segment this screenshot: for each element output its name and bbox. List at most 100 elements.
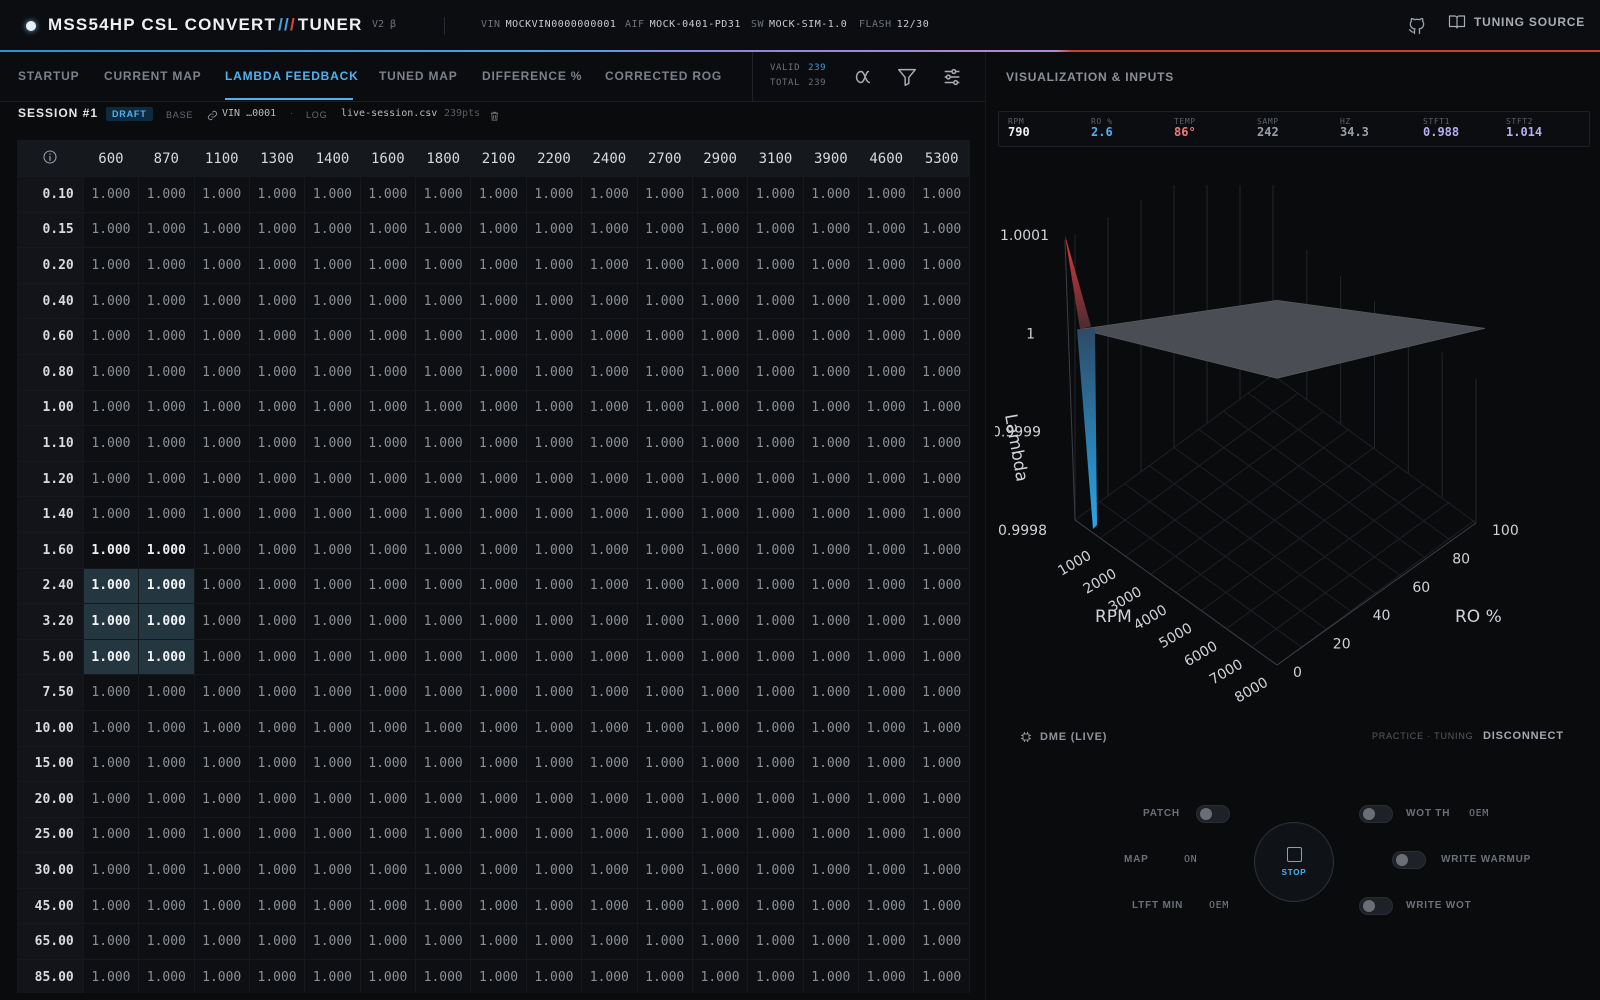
table-cell[interactable]: 1.000 bbox=[359, 282, 417, 320]
tab-corrected-rog[interactable]: CORRECTED ROG bbox=[605, 69, 723, 83]
table-cell[interactable]: 1.000 bbox=[415, 389, 472, 427]
table-cell[interactable]: 1.000 bbox=[581, 353, 638, 391]
table-cell[interactable]: 1.000 bbox=[691, 567, 749, 605]
table-cell[interactable]: 1.000 bbox=[470, 389, 527, 427]
table-cell[interactable]: 1.000 bbox=[747, 816, 804, 854]
table-cell[interactable]: 1.000 bbox=[415, 709, 472, 747]
table-cell[interactable]: 1.000 bbox=[747, 887, 804, 925]
table-cell[interactable]: 1.000 bbox=[248, 389, 306, 427]
table-cell[interactable]: 1.000 bbox=[858, 496, 915, 533]
sliders-icon[interactable] bbox=[941, 66, 963, 88]
table-cell[interactable]: 1.000 bbox=[581, 247, 638, 284]
table-cell[interactable]: 1.000 bbox=[82, 638, 140, 676]
table-cell[interactable]: 1.000 bbox=[248, 816, 306, 854]
table-cell[interactable]: 1.000 bbox=[359, 176, 417, 213]
table-cell[interactable]: 1.000 bbox=[248, 460, 306, 498]
tab-startup[interactable]: STARTUP bbox=[18, 69, 80, 83]
table-cell[interactable]: 1.000 bbox=[359, 709, 417, 747]
tab-tuned-map[interactable]: TUNED MAP bbox=[379, 69, 458, 83]
table-cell[interactable]: 1.000 bbox=[470, 567, 527, 605]
table-cell[interactable]: 1.000 bbox=[691, 923, 749, 961]
table-cell[interactable]: 1.000 bbox=[82, 531, 140, 569]
table-cell[interactable]: 1.000 bbox=[581, 460, 638, 498]
table-cell[interactable]: 1.000 bbox=[359, 318, 417, 355]
table-cell[interactable]: 1.000 bbox=[858, 638, 915, 676]
table-cell[interactable]: 1.000 bbox=[636, 816, 693, 854]
table-cell[interactable]: 1.000 bbox=[802, 781, 860, 818]
table-cell[interactable]: 1.000 bbox=[248, 674, 306, 711]
table-cell[interactable]: 1.000 bbox=[525, 709, 583, 747]
table-cell[interactable]: 1.000 bbox=[82, 389, 140, 427]
table-cell[interactable]: 1.000 bbox=[581, 425, 638, 462]
table-cell[interactable]: 1.000 bbox=[581, 318, 638, 355]
table-cell[interactable]: 1.000 bbox=[138, 816, 195, 854]
table-cell[interactable]: 1.000 bbox=[636, 781, 693, 818]
tab-current-map[interactable]: CURRENT MAP bbox=[104, 69, 202, 83]
table-cell[interactable]: 1.000 bbox=[691, 887, 749, 925]
table-cell[interactable]: 1.000 bbox=[193, 745, 250, 783]
table-cell[interactable]: 1.000 bbox=[359, 887, 417, 925]
table-cell[interactable]: 1.000 bbox=[858, 745, 915, 783]
table-cell[interactable]: 1.000 bbox=[858, 353, 915, 391]
table-cell[interactable]: 1.000 bbox=[359, 638, 417, 676]
table-cell[interactable]: 1.000 bbox=[470, 247, 527, 284]
table-cell[interactable]: 1.000 bbox=[415, 745, 472, 783]
table-cell[interactable]: 1.000 bbox=[802, 923, 860, 961]
table-cell[interactable]: 1.000 bbox=[470, 638, 527, 676]
table-cell[interactable]: 1.000 bbox=[691, 852, 749, 889]
filter-icon[interactable] bbox=[896, 66, 918, 88]
table-cell[interactable]: 1.000 bbox=[304, 567, 361, 605]
table-cell[interactable]: 1.000 bbox=[193, 852, 250, 889]
table-cell[interactable]: 1.000 bbox=[470, 959, 527, 993]
table-cell[interactable]: 1.000 bbox=[858, 674, 915, 711]
table-cell[interactable]: 1.000 bbox=[581, 923, 638, 961]
table-cell[interactable]: 1.000 bbox=[525, 496, 583, 533]
table-cell[interactable]: 1.000 bbox=[802, 389, 860, 427]
table-cell[interactable]: 1.000 bbox=[858, 389, 915, 427]
table-cell[interactable]: 1.000 bbox=[913, 852, 970, 889]
table-cell[interactable]: 1.000 bbox=[138, 353, 195, 391]
table-cell[interactable]: 1.000 bbox=[248, 852, 306, 889]
table-cell[interactable]: 1.000 bbox=[415, 923, 472, 961]
table-cell[interactable]: 1.000 bbox=[525, 176, 583, 213]
table-cell[interactable]: 1.000 bbox=[525, 318, 583, 355]
table-cell[interactable]: 1.000 bbox=[802, 460, 860, 498]
tab-lambda-feedback[interactable]: LAMBDA FEEDBACK bbox=[225, 69, 359, 83]
table-cell[interactable]: 1.000 bbox=[304, 923, 361, 961]
table-cell[interactable]: 1.000 bbox=[691, 318, 749, 355]
table-cell[interactable]: 1.000 bbox=[858, 318, 915, 355]
table-cell[interactable]: 1.000 bbox=[415, 531, 472, 569]
table-cell[interactable]: 1.000 bbox=[636, 353, 693, 391]
table-cell[interactable]: 1.000 bbox=[470, 923, 527, 961]
table-cell[interactable]: 1.000 bbox=[82, 674, 140, 711]
table-cell[interactable]: 1.000 bbox=[636, 923, 693, 961]
table-cell[interactable]: 1.000 bbox=[913, 887, 970, 925]
table-cell[interactable]: 1.000 bbox=[248, 247, 306, 284]
table-cell[interactable]: 1.000 bbox=[415, 674, 472, 711]
table-cell[interactable]: 1.000 bbox=[304, 745, 361, 783]
table-cell[interactable]: 1.000 bbox=[304, 709, 361, 747]
table-cell[interactable]: 1.000 bbox=[802, 176, 860, 213]
table-cell[interactable]: 1.000 bbox=[82, 353, 140, 391]
table-cell[interactable]: 1.000 bbox=[913, 389, 970, 427]
table-cell[interactable]: 1.000 bbox=[304, 353, 361, 391]
ltft-min-value[interactable]: OEM bbox=[1209, 900, 1229, 911]
table-cell[interactable]: 1.000 bbox=[304, 282, 361, 320]
table-cell[interactable]: 1.000 bbox=[304, 460, 361, 498]
table-cell[interactable]: 1.000 bbox=[747, 603, 804, 640]
table-cell[interactable]: 1.000 bbox=[525, 638, 583, 676]
table-cell[interactable]: 1.000 bbox=[470, 816, 527, 854]
table-cell[interactable]: 1.000 bbox=[248, 531, 306, 569]
table-cell[interactable]: 1.000 bbox=[193, 816, 250, 854]
table-cell[interactable]: 1.000 bbox=[359, 389, 417, 427]
table-cell[interactable]: 1.000 bbox=[248, 781, 306, 818]
table-cell[interactable]: 1.000 bbox=[747, 567, 804, 605]
github-icon[interactable] bbox=[1407, 16, 1427, 36]
table-cell[interactable]: 1.000 bbox=[359, 247, 417, 284]
table-cell[interactable]: 1.000 bbox=[858, 211, 915, 249]
table-cell[interactable]: 1.000 bbox=[747, 425, 804, 462]
table-cell[interactable]: 1.000 bbox=[913, 567, 970, 605]
table-cell[interactable]: 1.000 bbox=[138, 852, 195, 889]
table-cell[interactable]: 1.000 bbox=[248, 425, 306, 462]
table-cell[interactable]: 1.000 bbox=[470, 496, 527, 533]
